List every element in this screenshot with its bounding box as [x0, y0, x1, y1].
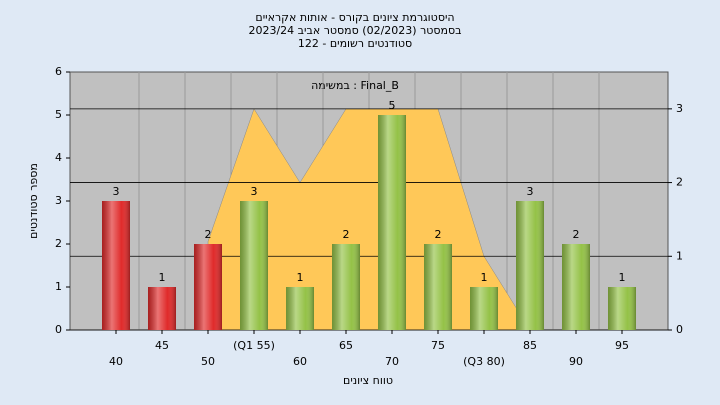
bar-shine — [194, 244, 222, 330]
value-label: 3 — [113, 185, 120, 198]
x-tick-label: 95 — [615, 339, 629, 352]
x-tick-label: 85 — [523, 339, 537, 352]
y-tick-label: 1 — [55, 280, 62, 293]
x-tick-label: 75 — [431, 339, 445, 352]
y-tick-label: 4 — [55, 151, 62, 164]
bar-shine — [332, 244, 360, 330]
value-label: 5 — [389, 99, 396, 112]
y2-tick-label: 0 — [676, 323, 683, 336]
x-tick-label: (Q1 55) — [233, 339, 275, 352]
title-line: סטודנטים רשומים - 122 — [298, 37, 412, 50]
y2-tick-label: 1 — [676, 249, 683, 262]
value-label: 3 — [251, 185, 258, 198]
x-tick-label: 60 — [293, 355, 307, 368]
title-line: בסמסטר (02/2023) סמסטר אביב 2023/24 — [248, 24, 461, 37]
x-tick-label: 90 — [569, 355, 583, 368]
x-tick-label: 45 — [155, 339, 169, 352]
value-label: 3 — [527, 185, 534, 198]
value-label: 2 — [205, 228, 212, 241]
value-label: 1 — [297, 271, 304, 284]
bar-shine — [608, 287, 636, 330]
bar-shine — [424, 244, 452, 330]
bar-shine — [562, 244, 590, 330]
bar-shine — [378, 115, 406, 330]
y-tick-label: 0 — [55, 323, 62, 336]
x-tick-label: 70 — [385, 355, 399, 368]
value-label: 1 — [481, 271, 488, 284]
title-line: היסטוגרמת ציונים בקורס - אותות אקראיים — [255, 11, 454, 24]
bar-shine — [240, 201, 268, 330]
value-label: 1 — [159, 271, 166, 284]
x-tick-label: 40 — [109, 355, 123, 368]
x-axis-label: טווח ציונים — [343, 374, 393, 387]
bar-shine — [102, 201, 130, 330]
value-label: 2 — [343, 228, 350, 241]
bar-shine — [148, 287, 176, 330]
y-tick-label: 5 — [55, 108, 62, 121]
value-label: 2 — [573, 228, 580, 241]
y-axis-label: מספר סטודנטים — [27, 163, 40, 239]
x-tick-label: (Q3 80) — [463, 355, 505, 368]
bar-shine — [470, 287, 498, 330]
annotation: Final_B : במשימה — [311, 79, 399, 92]
y-tick-label: 6 — [55, 65, 62, 78]
y-tick-label: 2 — [55, 237, 62, 250]
y2-tick-label: 2 — [676, 176, 683, 189]
value-label: 2 — [435, 228, 442, 241]
x-tick-label: 65 — [339, 339, 353, 352]
x-tick-label: 50 — [201, 355, 215, 368]
bar-shine — [286, 287, 314, 330]
bar-shine — [516, 201, 544, 330]
y2-tick-label: 3 — [676, 102, 683, 115]
y-tick-label: 3 — [55, 194, 62, 207]
value-label: 1 — [619, 271, 626, 284]
